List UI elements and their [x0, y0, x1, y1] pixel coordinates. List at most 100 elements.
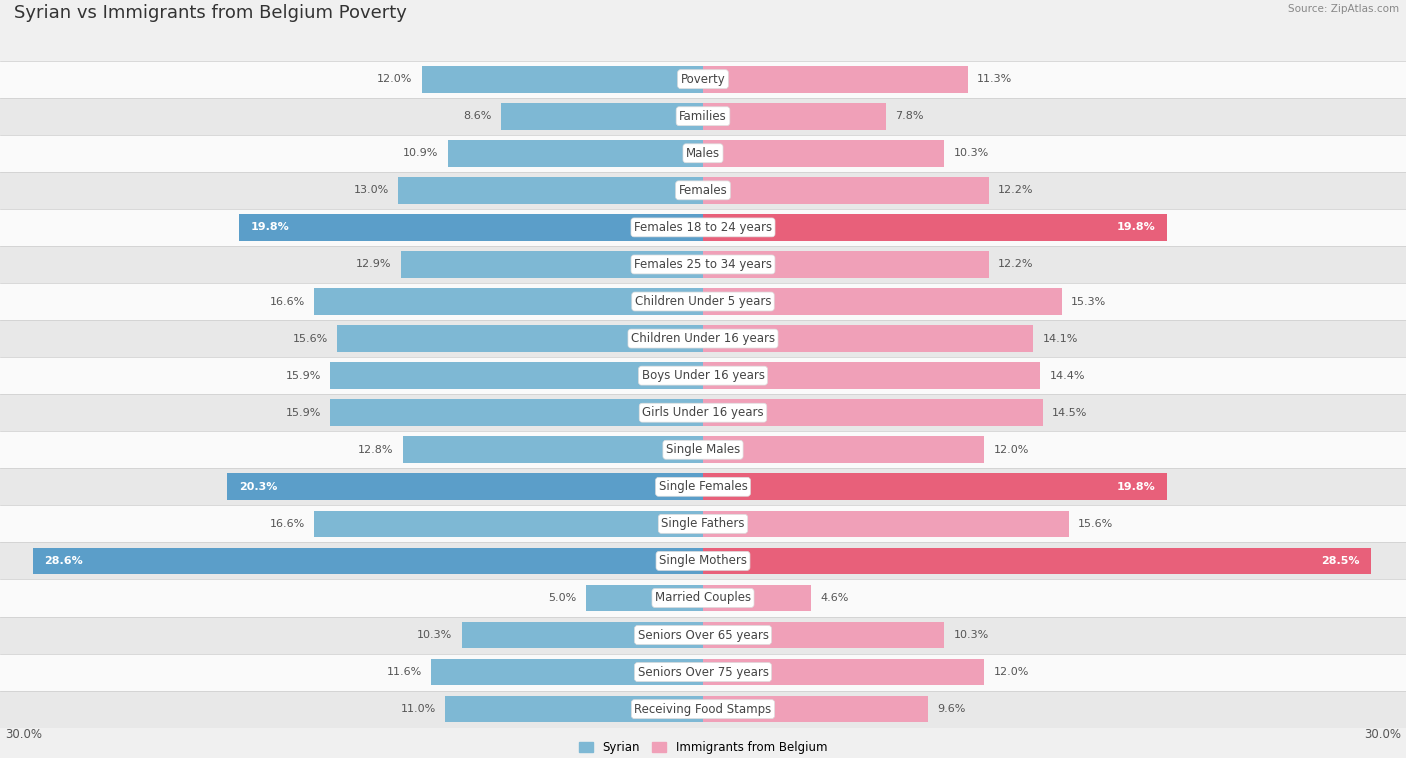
Bar: [703, 66, 967, 92]
Text: Children Under 5 years: Children Under 5 years: [634, 295, 772, 308]
Text: 15.3%: 15.3%: [1071, 296, 1107, 306]
Text: Boys Under 16 years: Boys Under 16 years: [641, 369, 765, 382]
Bar: [330, 399, 703, 426]
Bar: [703, 547, 1371, 575]
Bar: [703, 325, 1033, 352]
Bar: [0, 543, 1406, 579]
Bar: [0, 61, 1406, 98]
Text: 28.6%: 28.6%: [45, 556, 83, 566]
Text: 12.2%: 12.2%: [998, 259, 1033, 269]
Bar: [446, 696, 703, 722]
Bar: [502, 103, 703, 130]
Bar: [703, 288, 1062, 315]
Text: 11.6%: 11.6%: [387, 667, 422, 677]
Text: 12.2%: 12.2%: [998, 186, 1033, 196]
Bar: [461, 622, 703, 648]
Bar: [0, 616, 1406, 653]
Bar: [703, 177, 988, 204]
Text: Poverty: Poverty: [681, 73, 725, 86]
Bar: [0, 468, 1406, 506]
Bar: [703, 362, 1040, 389]
Text: 5.0%: 5.0%: [548, 593, 576, 603]
Bar: [432, 659, 703, 685]
Bar: [703, 584, 811, 611]
Text: 10.9%: 10.9%: [404, 149, 439, 158]
Bar: [703, 140, 945, 167]
Text: 19.8%: 19.8%: [250, 222, 290, 233]
Text: 14.1%: 14.1%: [1043, 334, 1078, 343]
Bar: [703, 103, 886, 130]
Bar: [447, 140, 703, 167]
Bar: [0, 283, 1406, 320]
Text: Children Under 16 years: Children Under 16 years: [631, 332, 775, 345]
Bar: [314, 511, 703, 537]
Text: 8.6%: 8.6%: [464, 111, 492, 121]
Text: 12.9%: 12.9%: [356, 259, 391, 269]
Text: Single Females: Single Females: [658, 481, 748, 493]
Text: Families: Families: [679, 110, 727, 123]
Bar: [0, 579, 1406, 616]
Text: Married Couples: Married Couples: [655, 591, 751, 604]
Bar: [0, 135, 1406, 172]
Bar: [703, 659, 984, 685]
Bar: [0, 172, 1406, 209]
Bar: [703, 622, 945, 648]
Text: 12.0%: 12.0%: [994, 667, 1029, 677]
Text: Males: Males: [686, 147, 720, 160]
Bar: [0, 209, 1406, 246]
Bar: [228, 474, 703, 500]
Bar: [703, 399, 1043, 426]
Bar: [703, 214, 1167, 241]
Bar: [404, 437, 703, 463]
Text: Source: ZipAtlas.com: Source: ZipAtlas.com: [1288, 4, 1399, 14]
Bar: [0, 691, 1406, 728]
Bar: [314, 288, 703, 315]
Text: 30.0%: 30.0%: [4, 728, 42, 741]
Bar: [0, 431, 1406, 468]
Bar: [703, 437, 984, 463]
Text: Syrian vs Immigrants from Belgium Poverty: Syrian vs Immigrants from Belgium Povert…: [14, 4, 406, 22]
Text: 13.0%: 13.0%: [354, 186, 389, 196]
Text: 11.3%: 11.3%: [977, 74, 1012, 84]
Bar: [703, 251, 988, 277]
Text: Seniors Over 65 years: Seniors Over 65 years: [637, 628, 769, 641]
Text: 12.0%: 12.0%: [377, 74, 412, 84]
Text: 15.6%: 15.6%: [1078, 519, 1114, 529]
Text: 19.8%: 19.8%: [1116, 482, 1156, 492]
Text: 4.6%: 4.6%: [820, 593, 849, 603]
Text: 10.3%: 10.3%: [418, 630, 453, 640]
Bar: [0, 320, 1406, 357]
Text: 19.8%: 19.8%: [1116, 222, 1156, 233]
Text: 15.9%: 15.9%: [285, 371, 321, 381]
Bar: [703, 474, 1167, 500]
Text: Females: Females: [679, 184, 727, 197]
Bar: [337, 325, 703, 352]
Text: 30.0%: 30.0%: [1364, 728, 1402, 741]
Text: 12.0%: 12.0%: [994, 445, 1029, 455]
Text: Females 25 to 34 years: Females 25 to 34 years: [634, 258, 772, 271]
Legend: Syrian, Immigrants from Belgium: Syrian, Immigrants from Belgium: [574, 736, 832, 758]
Bar: [0, 506, 1406, 543]
Text: 15.9%: 15.9%: [285, 408, 321, 418]
Bar: [586, 584, 703, 611]
Text: Females 18 to 24 years: Females 18 to 24 years: [634, 221, 772, 234]
Bar: [0, 98, 1406, 135]
Bar: [703, 511, 1069, 537]
Text: 10.3%: 10.3%: [953, 630, 988, 640]
Bar: [401, 251, 703, 277]
Text: Girls Under 16 years: Girls Under 16 years: [643, 406, 763, 419]
Text: 14.5%: 14.5%: [1052, 408, 1087, 418]
Bar: [398, 177, 703, 204]
Text: Single Males: Single Males: [666, 443, 740, 456]
Bar: [703, 696, 928, 722]
Text: 7.8%: 7.8%: [896, 111, 924, 121]
Bar: [330, 362, 703, 389]
Text: Seniors Over 75 years: Seniors Over 75 years: [637, 666, 769, 678]
Text: 20.3%: 20.3%: [239, 482, 277, 492]
Text: 16.6%: 16.6%: [270, 519, 305, 529]
Text: Single Fathers: Single Fathers: [661, 518, 745, 531]
Text: 9.6%: 9.6%: [938, 704, 966, 714]
Text: 15.6%: 15.6%: [292, 334, 328, 343]
Bar: [0, 357, 1406, 394]
Text: 14.4%: 14.4%: [1050, 371, 1085, 381]
